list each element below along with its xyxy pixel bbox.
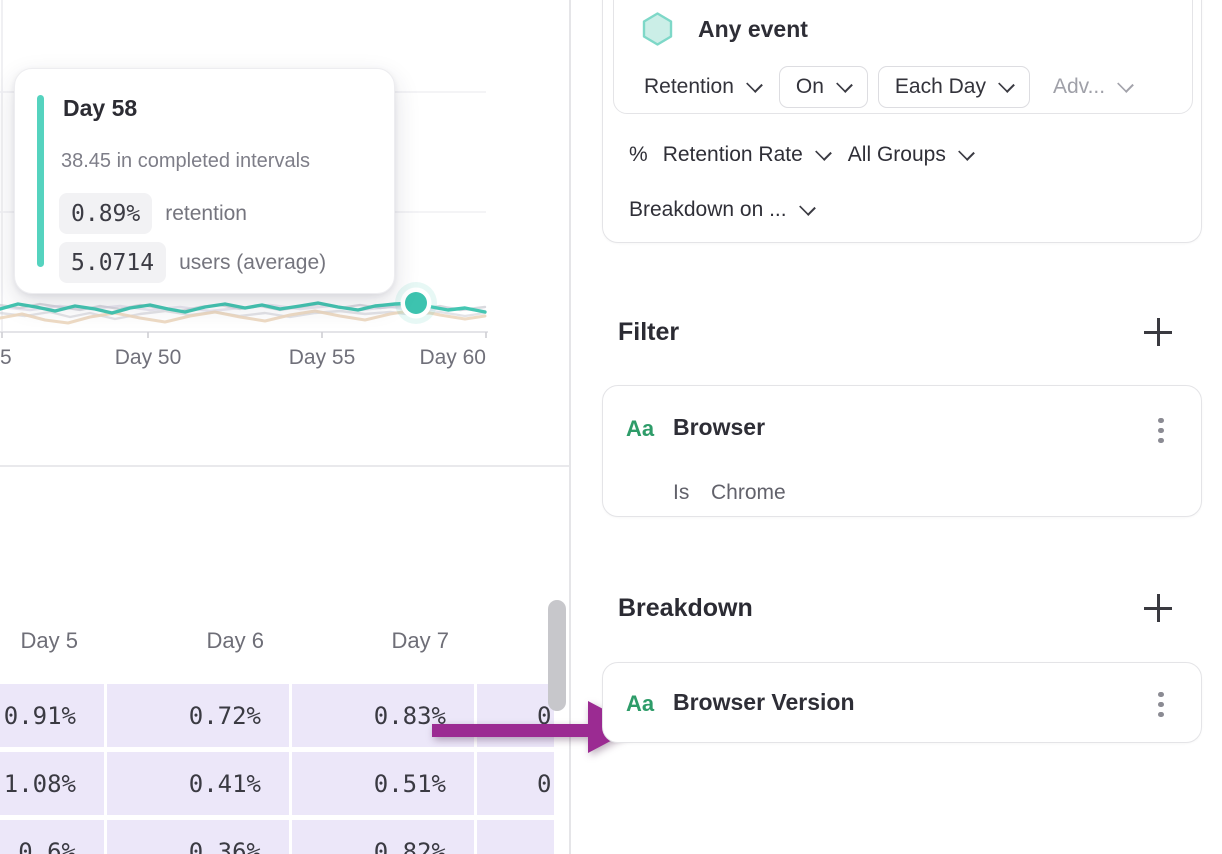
filter-value[interactable]: Chrome (711, 481, 786, 504)
kebab-menu-icon[interactable] (1151, 413, 1171, 448)
string-property-type-icon: Aa (626, 416, 655, 441)
on-dropdown-button[interactable]: On (778, 66, 868, 108)
annotation-arrow-shaft (432, 724, 590, 737)
retention-value-chip: 0.89% (59, 193, 153, 234)
table-cell: 0.51% (292, 752, 474, 815)
chevron-down-icon (814, 143, 832, 161)
event-hexagon-icon (642, 12, 673, 46)
vertical-scrollbar-thumb[interactable] (548, 600, 566, 711)
tooltip-metric-row: 5.0714 users (average) (59, 242, 326, 283)
retention-controls-row: Retention On Each Day Adv... (644, 66, 1134, 108)
table-cell: 0.82% (292, 820, 474, 854)
breakdown-property-name: Browser Version (673, 689, 855, 715)
breakdown-on-dropdown[interactable]: Breakdown on ... (629, 198, 816, 222)
query-builder-card: Any event Retention On Each Day Adv... %… (602, 0, 1202, 243)
string-property-type-icon: Aa (626, 691, 655, 716)
event-name: Any event (698, 15, 808, 42)
tooltip-title: Day 58 (63, 95, 138, 121)
table-cell: 0.91% (0, 684, 104, 747)
highlighted-data-point[interactable] (395, 282, 437, 324)
x-axis-label-day45-partial: 5 (0, 346, 12, 369)
advanced-dropdown[interactable]: Adv... (1053, 75, 1134, 99)
retention-value-label: retention (165, 201, 247, 225)
users-value-label: users (average) (179, 250, 327, 274)
x-axis-label-day50: Day 50 (114, 346, 182, 369)
interval-dropdown-button[interactable]: Each Day (877, 66, 1030, 108)
metric-type-dropdown[interactable]: Retention Rate (663, 143, 832, 167)
add-breakdown-button[interactable] (1143, 593, 1173, 623)
filter-property-name: Browser (673, 414, 766, 440)
table-header-day5: Day 5 (20, 628, 78, 653)
tooltip-metric-row: 0.89% retention (59, 193, 247, 234)
x-axis-label-day60: Day 60 (419, 346, 486, 369)
table-header-day6: Day 6 (206, 628, 264, 653)
chevron-down-icon (836, 75, 853, 93)
event-row[interactable]: Any event (642, 12, 808, 46)
table-cell: 0.6% (0, 820, 104, 854)
table-cell-clipped: 0. (477, 752, 554, 815)
chevron-down-icon (998, 75, 1015, 93)
retention-table: Day 5 Day 6 Day 7 0.91% 0.72% 0.83% 0. 1… (0, 610, 570, 854)
table-cell: 0.36% (107, 820, 289, 854)
table-cell: 0.83% (292, 684, 474, 747)
filter-card-browser[interactable]: Aa Browser Is Chrome (602, 385, 1202, 517)
groups-dropdown[interactable]: All Groups (848, 143, 975, 167)
metric-row: % Retention Rate All Groups (629, 143, 975, 167)
table-header-day7: Day 7 (391, 628, 449, 653)
chevron-down-icon (798, 198, 816, 216)
chevron-down-icon (746, 75, 763, 93)
users-value-chip: 5.0714 (59, 242, 167, 283)
table-cell: 0.41% (107, 752, 289, 815)
breakdown-card-browser-version[interactable]: Aa Browser Version (602, 662, 1202, 743)
chevron-down-icon (1117, 75, 1134, 93)
event-block: Any event Retention On Each Day Adv... (613, 0, 1193, 114)
tooltip-subtitle: 38.45 in completed intervals (61, 150, 311, 172)
table-cell: 1.08% (0, 752, 104, 815)
chevron-down-icon (957, 143, 975, 161)
tooltip-accent-bar (37, 95, 44, 267)
chart-panel-bottom-border (0, 465, 570, 467)
table-cell-clipped (477, 820, 554, 854)
retention-type-dropdown[interactable]: Retention (644, 75, 763, 99)
filter-section-heading: Filter (618, 318, 680, 346)
add-filter-button[interactable] (1143, 317, 1173, 347)
chart-tooltip: Day 58 38.45 in completed intervals 0.89… (14, 68, 395, 294)
kebab-menu-icon[interactable] (1151, 687, 1171, 722)
percent-metric-icon: % (629, 143, 648, 166)
x-axis-label-day55: Day 55 (288, 346, 356, 369)
filter-operator[interactable]: Is (673, 481, 690, 504)
x-axis-ticks (1, 332, 487, 338)
breakdown-section-heading: Breakdown (618, 594, 753, 622)
table-cell: 0.72% (107, 684, 289, 747)
panel-divider (569, 0, 571, 854)
table-cell-clipped: 0. (477, 684, 554, 747)
